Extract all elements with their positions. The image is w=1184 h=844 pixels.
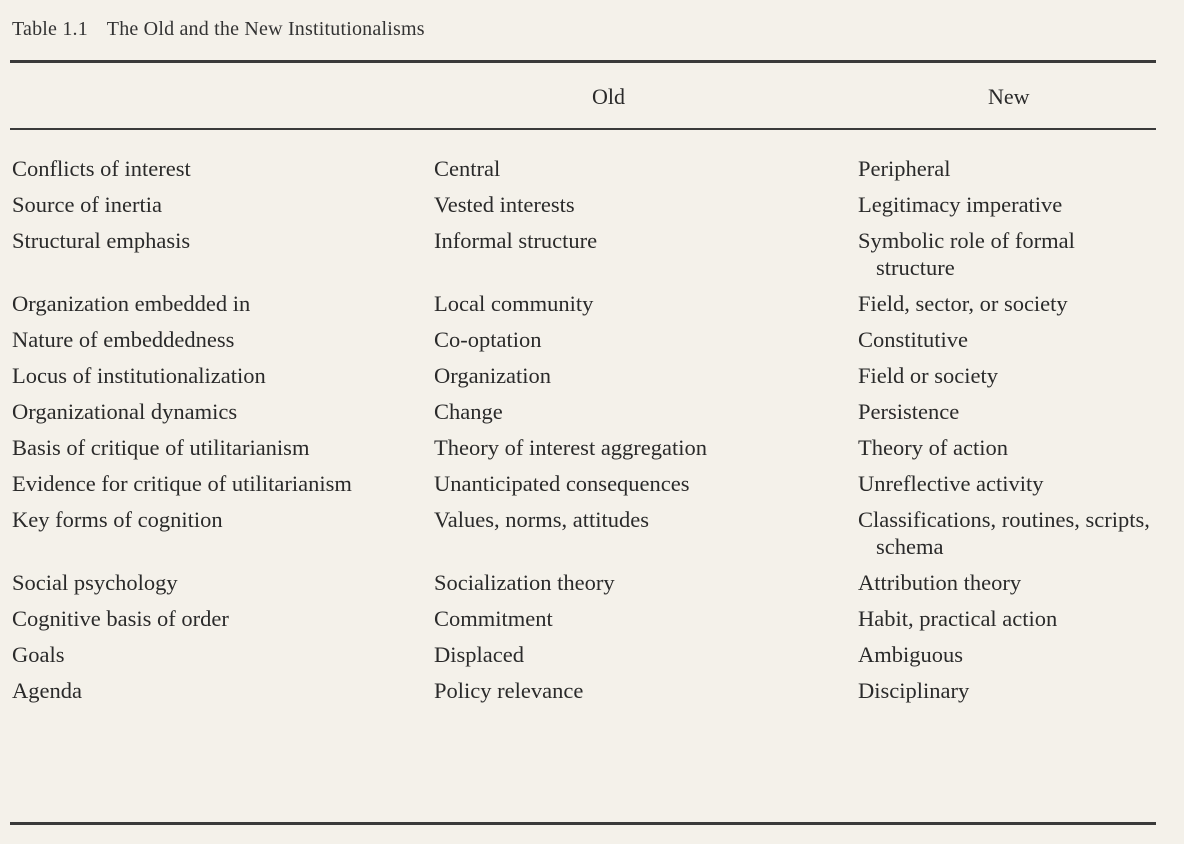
table-cell-dimension: Nature of embeddedness [12, 327, 235, 352]
table-caption: Table 1.1 The Old and the New Institutio… [12, 18, 425, 41]
table-cell-new: Field or society [858, 363, 998, 388]
table-cell-new: Peripheral [858, 156, 951, 181]
table-cell-old: Organization [434, 363, 552, 388]
table-cell-dimension: Organizational dynamics [12, 399, 238, 424]
table-cell-dimension: Locus of institutionalization [12, 363, 266, 388]
table-row: Basis of critique of utilitarianism Theor… [12, 434, 1160, 461]
table-row: Conflicts of interest Central Peripheral [12, 155, 1160, 182]
table-cell-new: Constitutive [858, 327, 969, 352]
table-cell-old: Vested interests [434, 192, 575, 217]
table-cell-new: Field, sector, or society [858, 291, 1068, 316]
header-rule [10, 128, 1156, 130]
table-cell-old: Displaced [434, 642, 524, 667]
table-cell-old: Policy relevance [434, 678, 584, 703]
table-row: Locus of institutionalization Organizatio… [12, 362, 1160, 389]
column-header-old: Old [592, 84, 625, 109]
table-cell-old: Co-optation [434, 327, 542, 352]
table-cell-dimension: Evidence for critique of utilitarianism [12, 471, 352, 496]
bottom-rule [10, 822, 1156, 825]
table-row: Structural emphasis Informal structure Sym… [12, 227, 1160, 281]
table-cell-new: Habit, practical action [858, 606, 1058, 631]
table-cell-old: Local community [434, 291, 594, 316]
table-row: Source of inertia Vested interests Legitim… [12, 191, 1160, 218]
table-cell-new: Symbolic role of formal structure [858, 228, 1075, 280]
table-cell-new: Ambiguous [858, 642, 964, 667]
table-title: The Old and the New Institutionalisms [106, 18, 425, 40]
table-cell-dimension: Source of inertia [12, 192, 162, 217]
table-cell-old: Change [434, 399, 503, 424]
table-row: Key forms of cognition Values, norms, att… [12, 506, 1160, 560]
table-header-row: Old New [12, 84, 1160, 112]
table-row: Evidence for critique of utilitarianism U… [12, 470, 1160, 497]
table-cell-dimension: Agenda [12, 678, 82, 703]
table-cell-dimension: Conflicts of interest [12, 156, 191, 181]
table-cell-new: Theory of action [858, 435, 1008, 460]
top-rule [10, 60, 1156, 63]
table-row: Nature of embeddedness Co-optation Constit… [12, 326, 1160, 353]
table-number: Table 1.1 [12, 18, 88, 40]
table-row: Agenda Policy relevance Disciplinary [12, 677, 1160, 704]
table-cell-old: Informal structure [434, 228, 598, 253]
table-cell-dimension: Social psychology [12, 570, 178, 595]
table-cell-old: Socialization theory [434, 570, 615, 595]
table-cell-new: Persistence [858, 399, 960, 424]
table-row: Goals Displaced Ambiguous [12, 641, 1160, 668]
table-row: Organization embedded in Local community F… [12, 290, 1160, 317]
table-row: Cognitive basis of order Commitment Habit,… [12, 605, 1160, 632]
table-page: Table 1.1 The Old and the New Institutio… [10, 0, 1160, 844]
table-cell-new: Unreflective activity [858, 471, 1044, 496]
table-cell-dimension: Structural emphasis [12, 228, 191, 253]
table-row: Social psychology Socialization theory Att… [12, 569, 1160, 596]
column-header-new: New [988, 84, 1030, 109]
table-cell-old: Commitment [434, 606, 553, 631]
table-body: Conflicts of interest Central Peripheral So… [12, 155, 1160, 713]
table-cell-new: Classifications, routines, scripts, sche… [858, 507, 1150, 559]
table-cell-dimension: Goals [12, 642, 65, 667]
table-cell-old: Theory of interest aggregation [434, 435, 708, 460]
table-cell-dimension: Basis of critique of utilitarianism [12, 435, 310, 460]
table-cell-new: Legitimacy imperative [858, 192, 1063, 217]
table-cell-dimension: Cognitive basis of order [12, 606, 229, 631]
table-cell-new: Attribution theory [858, 570, 1022, 595]
table-cell-new: Disciplinary [858, 678, 970, 703]
table-cell-old: Values, norms, attitudes [434, 507, 649, 532]
table-cell-old: Unanticipated consequences [434, 471, 690, 496]
table-cell-old: Central [434, 156, 501, 181]
table-cell-dimension: Key forms of cognition [12, 507, 223, 532]
table-row: Organizational dynamics Change Persistence [12, 398, 1160, 425]
table-cell-dimension: Organization embedded in [12, 291, 251, 316]
